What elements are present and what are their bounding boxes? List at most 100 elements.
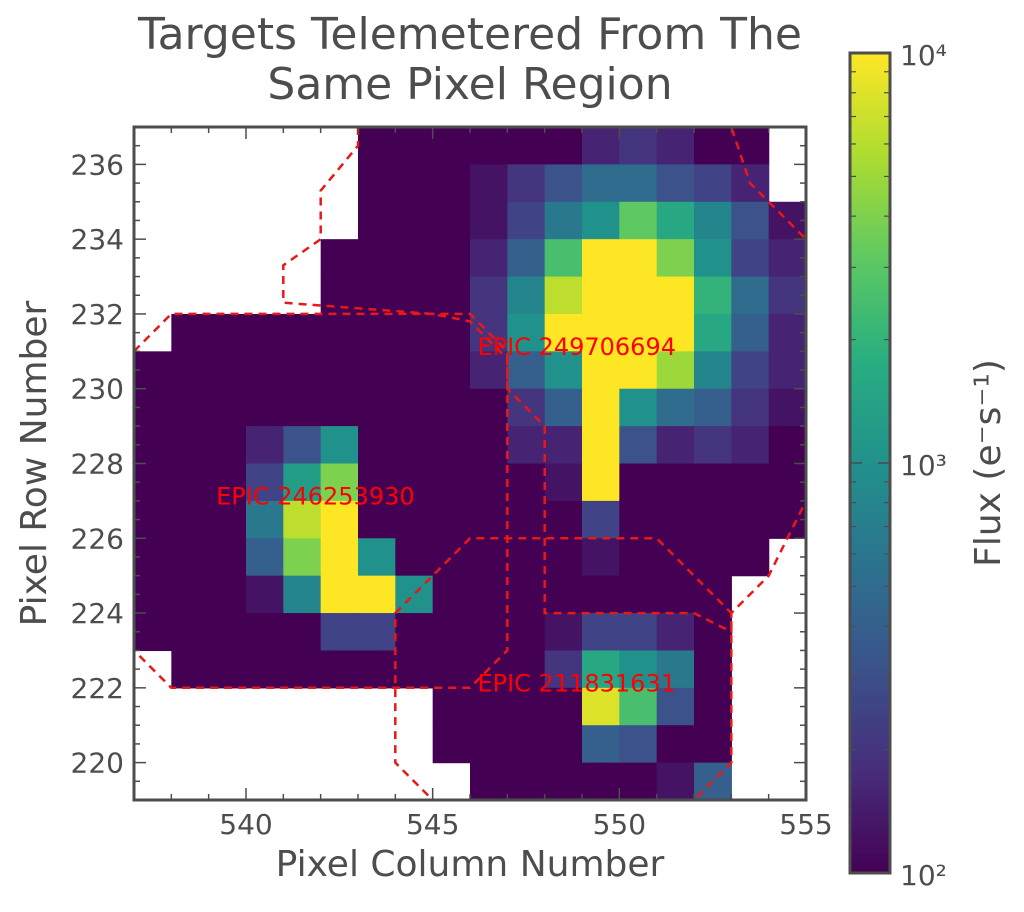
- heatmap-cell: [544, 239, 583, 278]
- heatmap-cell: [507, 575, 546, 614]
- heatmap-cell: [656, 313, 695, 352]
- aperture-outlines: EPIC 249706694 EPIC 246253930 EPIC 2118316…: [132, 125, 808, 802]
- aperture-outline: [282, 125, 808, 634]
- heatmap-cell: [283, 388, 322, 427]
- heatmap-cell: [544, 538, 583, 577]
- heatmap-cell: [395, 613, 434, 652]
- heatmap-cell: [731, 351, 770, 390]
- heatmap-cell: [582, 687, 620, 726]
- heatmap-cell: [208, 500, 247, 539]
- heatmap-cell: [283, 426, 322, 465]
- heatmap-cell: [507, 201, 546, 240]
- aperture-label: EPIC 249706694: [477, 333, 676, 361]
- heatmap-cell: [694, 650, 732, 689]
- heatmap-cell: [619, 538, 658, 577]
- chart-title: Targets Telemetered From The Same Pixel …: [60, 10, 880, 110]
- heatmap-cell: [320, 575, 359, 614]
- heatmap-cell: [544, 725, 583, 764]
- heatmap-cell: [544, 650, 583, 689]
- heatmap-cell: [395, 463, 434, 502]
- heatmap-cell: [283, 613, 322, 652]
- heatmap-cell: [656, 426, 695, 465]
- heatmap-cell: [358, 239, 396, 278]
- heatmap-cell: [694, 725, 732, 764]
- heatmap-cell: [134, 463, 172, 502]
- heatmap-cell: [320, 276, 359, 315]
- heatmap-cell: [544, 463, 583, 502]
- heatmap-cell: [358, 164, 396, 203]
- heatmap-cell: [582, 127, 620, 165]
- heatmap-cell: [358, 613, 396, 652]
- heatmap-cell: [470, 613, 508, 652]
- heatmap-cell: [283, 538, 322, 577]
- x-tick-label: 555: [779, 808, 832, 841]
- y-tick-label: 224: [71, 597, 124, 630]
- heatmap-cell: [619, 463, 658, 502]
- y-tick-label: 234: [71, 223, 124, 256]
- heatmap-cell: [470, 463, 508, 502]
- heatmap-cell: [320, 650, 359, 689]
- heatmap-cell: [358, 463, 396, 502]
- heatmap-cell: [731, 463, 770, 502]
- heatmap-cell: [507, 313, 546, 352]
- heatmap-cell: [694, 613, 732, 652]
- heatmap-cell: [656, 463, 695, 502]
- x-tick-label: 540: [219, 808, 272, 841]
- heatmap-cell: [470, 239, 508, 278]
- y-tick-label: 232: [71, 298, 124, 331]
- heatmap-cell: [246, 426, 284, 465]
- heatmap-cell: [507, 164, 546, 203]
- heatmap-cell: [246, 613, 284, 652]
- heatmap-cell: [731, 388, 770, 427]
- x-axis-ticks: 540 545 550 555: [133, 127, 833, 841]
- heatmap-cell: [395, 650, 434, 689]
- heatmap-cell: [731, 276, 770, 315]
- heatmap-cell: [171, 613, 210, 652]
- heatmap-cell: [619, 164, 658, 203]
- heatmap-cell: [507, 538, 546, 577]
- heatmap-cell: [134, 575, 172, 614]
- heatmap-cell: [432, 687, 471, 726]
- heatmap-cell: [619, 426, 658, 465]
- heatmap-cell: [283, 575, 322, 614]
- x-tick-label: 550: [593, 808, 646, 841]
- heatmap-cell: [582, 388, 620, 427]
- heatmap-cell: [283, 463, 322, 502]
- heatmap-cell: [171, 351, 210, 390]
- heatmap-cell: [582, 538, 620, 577]
- heatmap-cell: [544, 762, 583, 801]
- heatmap-cell: [134, 613, 172, 652]
- heatmap-cell: [619, 276, 658, 315]
- heatmap-cell: [619, 762, 658, 801]
- colorbar: 10² 10³ 10⁴: [848, 39, 947, 892]
- y-tick-label: 222: [71, 672, 124, 705]
- aperture-label: EPIC 211831631: [477, 670, 676, 698]
- heatmap-cell: [470, 725, 508, 764]
- heatmap-cell: [395, 426, 434, 465]
- heatmap-cell: [694, 388, 732, 427]
- heatmap-cell: [544, 164, 583, 203]
- heatmap-cell: [134, 426, 172, 465]
- heatmap-cell: [544, 426, 583, 465]
- heatmap-cell: [582, 650, 620, 689]
- y-tick-label: 230: [71, 373, 124, 406]
- heatmap-cell: [694, 164, 732, 203]
- colorbar-tick-label: 10⁴: [900, 39, 947, 72]
- heatmap-cell: [656, 687, 695, 726]
- heatmap-cell: [470, 426, 508, 465]
- heatmap-cell: [470, 164, 508, 203]
- heatmap-cell: [582, 239, 620, 278]
- heatmap-cell: [656, 500, 695, 539]
- heatmap-cell: [619, 127, 658, 165]
- heatmap-cell: [432, 276, 471, 315]
- y-tick-label: 226: [71, 522, 124, 555]
- x-tick-label: 545: [406, 808, 459, 841]
- heatmap-cell: [320, 388, 359, 427]
- heatmap-cell: [694, 500, 732, 539]
- heatmap-cell: [470, 500, 508, 539]
- heatmap-cell: [208, 575, 247, 614]
- heatmap-cell: [656, 650, 695, 689]
- heatmap-cell: [694, 426, 732, 465]
- heatmap-cell: [656, 613, 695, 652]
- heatmap-cell: [358, 313, 396, 352]
